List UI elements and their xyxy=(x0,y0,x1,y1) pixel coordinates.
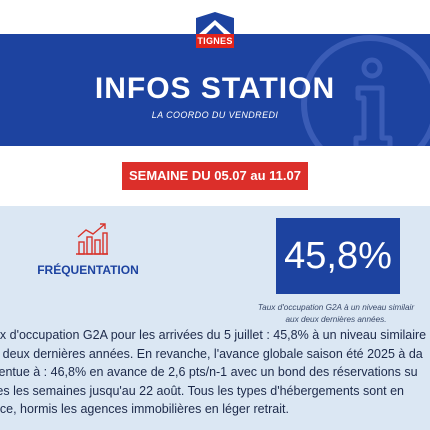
page-title: INFOS STATION xyxy=(94,72,336,105)
section-label: FRÉQUENTATION xyxy=(37,263,139,277)
logo-wordmark: TIGNES xyxy=(196,34,234,48)
tignes-logo[interactable]: TIGNES xyxy=(196,12,234,50)
stat-caption-line: Taux d'occupation G2A à un niveau simila… xyxy=(257,303,415,312)
body-paragraph: aux d'occupation G2A pour les arrivées d… xyxy=(0,326,430,419)
header-banner: INFOS STATION LA COORDO DU VENDREDI xyxy=(0,34,430,146)
page-subtitle: LA COORDO DU VENDREDI xyxy=(151,110,279,120)
info-icon xyxy=(301,35,430,146)
stat-caption-line: aux deux dernières années. xyxy=(285,315,387,324)
bar-chart-trend-icon xyxy=(76,223,108,255)
stat-caption: Taux d'occupation G2A à un niveau simila… xyxy=(238,302,430,326)
mountain-logo-icon xyxy=(196,12,234,34)
body-line: ance, hormis les agences immobilières en… xyxy=(0,402,289,416)
body-line: aux d'occupation G2A pour les arrivées d… xyxy=(0,328,427,342)
occupancy-rate-value: 45,8% xyxy=(284,235,392,277)
body-line: ccentue à : 46,8% en avance de 2,6 pts/n… xyxy=(0,365,418,379)
week-badge: SEMAINE DU 05.07 au 11.07 xyxy=(122,162,308,190)
frequentation-section: FRÉQUENTATION 45,8% Taux d'occupation G2… xyxy=(0,206,430,430)
stat-box: 45,8% xyxy=(276,218,400,294)
body-line: ux deux dernières années. En revanche, l… xyxy=(0,346,423,361)
body-line: utes les semaines jusqu'au 22 août. Tous… xyxy=(0,383,404,398)
